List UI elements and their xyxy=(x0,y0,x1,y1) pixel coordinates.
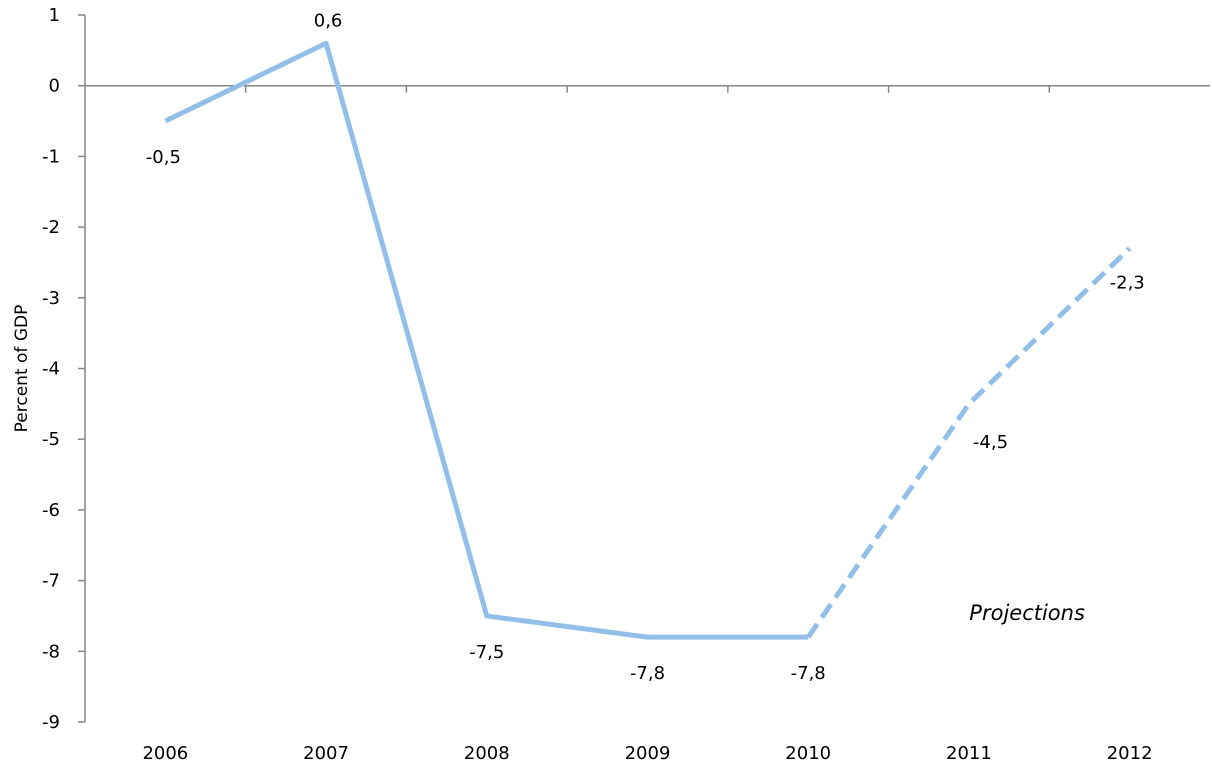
data-label: -7,8 xyxy=(630,663,665,684)
projections-annotation: Projections xyxy=(969,601,1085,625)
y-axis: 1 0 -1 -2 -3 -4 -5 -6 -7 -8 -9 xyxy=(42,5,86,733)
y-tick-label: -6 xyxy=(42,500,60,521)
x-category-label: 2006 xyxy=(142,743,188,764)
y-tick-label: -2 xyxy=(42,217,60,238)
y-tick-label: -1 xyxy=(42,146,60,167)
data-label: -2,3 xyxy=(1110,272,1145,293)
data-label: -7,5 xyxy=(469,642,504,663)
y-tick-label: -3 xyxy=(42,288,60,309)
x-category-label: 2009 xyxy=(625,743,671,764)
data-label: -4,5 xyxy=(973,432,1008,453)
data-label: 0,6 xyxy=(314,10,343,31)
y-tick-label: -4 xyxy=(42,359,60,380)
x-category-label: 2010 xyxy=(785,743,831,764)
x-axis: 2006 2007 2008 2009 2010 2011 2012 xyxy=(85,84,1210,764)
x-category-label: 2007 xyxy=(303,743,349,764)
y-tick-label: -8 xyxy=(42,641,60,662)
data-label: -0,5 xyxy=(146,147,181,168)
y-tick-label: 1 xyxy=(49,5,60,26)
series-line-actual xyxy=(164,40,809,640)
y-tick-label: -7 xyxy=(42,571,60,592)
y-tick-label: 0 xyxy=(49,76,60,97)
x-category-label: 2012 xyxy=(1107,743,1153,764)
series-line xyxy=(164,40,1132,640)
data-label: -7,8 xyxy=(791,663,826,684)
series-line-projection xyxy=(806,246,1132,639)
y-tick-label: -5 xyxy=(42,429,60,450)
y-tick-label: -9 xyxy=(42,712,60,733)
data-labels: -0,5 0,6 -7,5 -7,8 -7,8 -4,5 -2,3 xyxy=(146,10,1145,684)
x-category-label: 2011 xyxy=(946,743,992,764)
y-axis-title: Percent of GDP xyxy=(12,305,32,433)
x-category-label: 2008 xyxy=(464,743,510,764)
